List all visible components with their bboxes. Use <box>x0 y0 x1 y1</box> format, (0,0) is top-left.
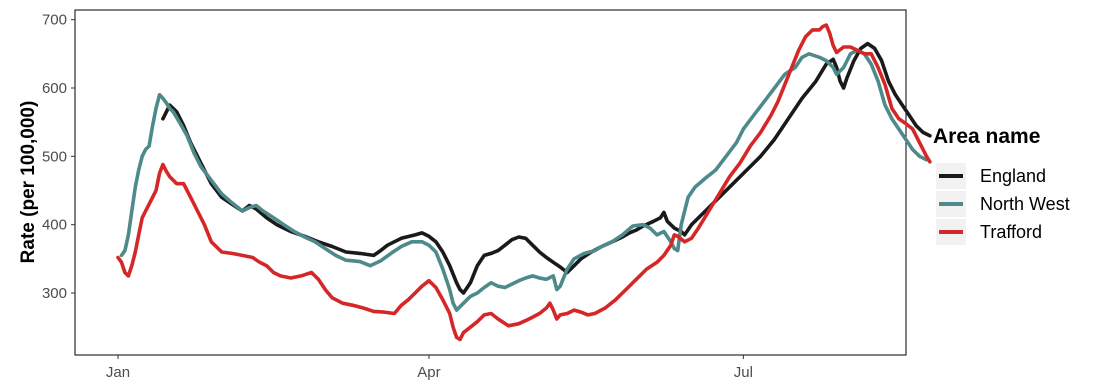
plot-panel <box>74 9 907 356</box>
legend-label-england: England <box>980 166 1046 186</box>
legend-title: Area name <box>933 125 1040 148</box>
series-layer <box>116 23 932 342</box>
y-tick-label: 500 <box>42 148 67 165</box>
legend-label-north-west: North West <box>980 194 1070 214</box>
y-tick-label: 600 <box>42 80 67 97</box>
y-axis-title: Rate (per 100,000) <box>18 101 39 264</box>
series-line-north-west <box>119 48 929 312</box>
x-tick-label: Jul <box>734 364 753 381</box>
y-tick-label: 700 <box>42 12 67 29</box>
legend: Area name England North West Trafford <box>933 125 1070 245</box>
x-axis: Jan Apr Jul <box>106 355 753 381</box>
y-axis: 300 400 500 600 700 <box>42 12 75 302</box>
series-line-trafford <box>116 23 932 342</box>
legend-label-trafford: Trafford <box>980 222 1042 242</box>
y-tick-label: 300 <box>42 285 67 302</box>
x-tick-label: Apr <box>417 364 440 381</box>
y-tick-label: 400 <box>42 217 67 234</box>
x-tick-label: Jan <box>106 364 130 381</box>
